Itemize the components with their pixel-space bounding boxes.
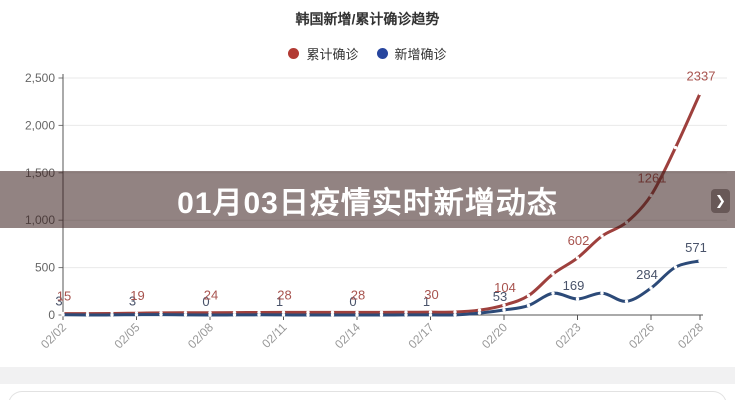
data-point-marker: [698, 259, 702, 263]
x-tick-label: 02/17: [405, 320, 436, 351]
x-tick-label: 02/26: [626, 320, 657, 351]
data-point-marker: [575, 256, 580, 260]
data-point-label: 602: [568, 233, 590, 248]
data-point-marker: [551, 291, 555, 295]
data-point-marker: [281, 310, 286, 315]
chart-title: 韩国新增/累计确诊趋势: [295, 11, 440, 27]
y-tick-label: 2,500: [25, 71, 55, 85]
series-line-1: [61, 259, 702, 317]
x-tick-label: 02/08: [185, 320, 216, 351]
data-point-marker: [85, 313, 90, 317]
data-point-label: 0: [202, 294, 209, 309]
data-point-label: 571: [685, 240, 707, 255]
data-point-marker: [526, 303, 531, 308]
data-point-marker: [477, 311, 482, 315]
data-point-label: 0: [349, 294, 356, 309]
trend-line-chart: 05001,0001,5002,0002,50002/0202/0502/080…: [25, 68, 727, 351]
data-point-marker: [208, 313, 212, 317]
data-point-marker: [428, 313, 433, 317]
banner-headline: 01月03日疫情实时新增动态: [177, 186, 558, 220]
data-point-marker: [428, 310, 433, 314]
chart-legend: 累计确诊 新增确诊: [0, 44, 735, 63]
x-tick-label: 02/14: [332, 320, 363, 351]
data-point-label: 28: [351, 287, 365, 302]
data-point-label: 169: [563, 278, 585, 293]
y-tick-label: 2,000: [25, 118, 55, 132]
data-point-marker: [330, 310, 335, 315]
data-point-label: 19: [130, 288, 144, 303]
data-point-marker: [379, 313, 384, 317]
next-arrow-button[interactable]: ❯: [711, 189, 730, 213]
data-point-marker: [257, 313, 261, 317]
x-tick-label: 02/23: [552, 320, 583, 351]
data-point-marker: [673, 265, 678, 269]
data-point-label: 24: [204, 288, 218, 303]
data-point-marker: [673, 145, 678, 150]
data-point-marker: [600, 234, 604, 238]
data-point-marker: [355, 310, 359, 315]
data-point-label: 53: [493, 289, 507, 304]
data-point-label: 284: [636, 267, 658, 282]
data-point-marker: [477, 308, 482, 312]
data-point-label: 15: [57, 289, 71, 304]
x-tick-label: 02/02: [38, 320, 69, 351]
data-point-marker: [61, 313, 65, 317]
news-banner-overlay[interactable]: 01月03日疫情实时新增动态 ❯: [0, 171, 735, 228]
data-point-marker: [404, 313, 408, 317]
data-point-label: 3: [129, 294, 136, 309]
data-point-label: 1: [423, 294, 430, 309]
data-point-label: 28: [277, 287, 291, 302]
data-point-marker: [551, 272, 555, 276]
legend-label-new: 新增确诊: [394, 47, 447, 62]
data-point-marker: [404, 310, 408, 314]
x-tick-label: 02/11: [259, 320, 290, 351]
data-point-marker: [281, 313, 286, 317]
data-point-marker: [453, 310, 457, 314]
data-point-marker: [649, 286, 653, 290]
data-point-marker: [134, 313, 139, 317]
x-tick-label: 02/05: [111, 320, 142, 351]
data-point-label: 2337: [687, 68, 716, 83]
data-point-label: 104: [494, 280, 516, 295]
data-point-marker: [257, 310, 261, 315]
data-point-marker: [355, 313, 359, 317]
data-point-marker: [698, 91, 702, 96]
data-point-marker: [183, 313, 188, 317]
data-point-label: 30: [424, 287, 438, 302]
data-point-marker: [453, 313, 457, 317]
y-tick-label: 0: [48, 308, 55, 322]
data-point-label: 1: [276, 294, 283, 309]
data-point-marker: [379, 310, 384, 315]
data-point-marker: [159, 312, 163, 317]
data-point-marker: [306, 313, 310, 317]
y-tick-label: 500: [35, 261, 55, 275]
data-point-marker: [526, 293, 531, 298]
data-point-label: 3: [55, 294, 62, 309]
data-point-marker: [110, 313, 114, 317]
data-point-marker: [600, 291, 604, 295]
legend-item-new[interactable]: 新增确诊: [376, 44, 447, 63]
data-point-marker: [330, 313, 335, 317]
x-tick-label: 02/28: [675, 320, 706, 351]
new-series-dot-icon: [376, 48, 388, 59]
legend-item-cumulative[interactable]: 累计确诊: [288, 44, 359, 63]
x-tick-label: 02/20: [479, 320, 510, 351]
data-point-marker: [502, 303, 506, 307]
data-point-marker: [502, 308, 506, 312]
next-card-top-edge: [8, 391, 727, 400]
data-point-marker: [624, 299, 629, 304]
data-point-marker: [232, 313, 237, 317]
legend-label-cumulative: 累计确诊: [306, 47, 359, 62]
cumulative-series-dot-icon: [288, 48, 300, 59]
page-background-strip: [0, 367, 735, 384]
data-point-marker: [575, 297, 580, 301]
data-point-marker: [306, 310, 310, 315]
